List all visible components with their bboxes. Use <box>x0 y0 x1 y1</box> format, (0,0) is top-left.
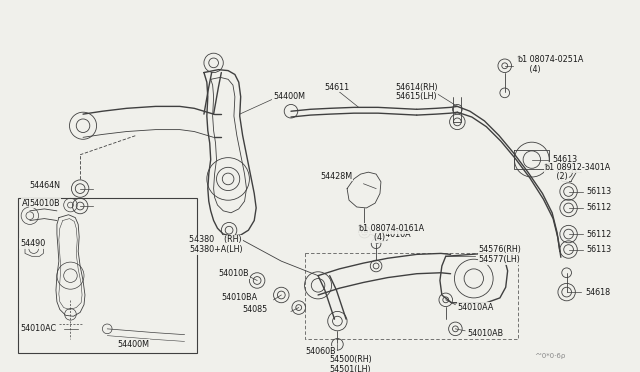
Text: 54613: 54613 <box>552 155 577 164</box>
Text: 56113: 56113 <box>586 245 611 254</box>
Text: 54060B: 54060B <box>305 347 336 356</box>
Text: 56112: 56112 <box>586 203 611 212</box>
Text: 54380    (RH): 54380 (RH) <box>189 235 242 244</box>
Text: 54614(RH): 54614(RH) <box>396 83 438 92</box>
Text: 54380+A(LH): 54380+A(LH) <box>189 245 243 254</box>
Text: 54010A: 54010A <box>380 230 411 238</box>
Text: (2): (2) <box>545 173 568 182</box>
Text: 54400M: 54400M <box>273 92 305 101</box>
Text: 54085: 54085 <box>243 305 268 314</box>
Text: 54501(LH): 54501(LH) <box>330 365 371 372</box>
Text: 54500(RH): 54500(RH) <box>330 355 372 364</box>
Text: (4): (4) <box>358 234 385 243</box>
Text: 54615(LH): 54615(LH) <box>396 92 437 101</box>
Text: 54618: 54618 <box>585 288 610 296</box>
Text: 54577(LH): 54577(LH) <box>479 255 520 264</box>
Text: 54010AC: 54010AC <box>20 324 56 333</box>
Text: 54490: 54490 <box>20 239 45 248</box>
Text: 54428M: 54428M <box>320 171 352 180</box>
Text: (4): (4) <box>517 65 541 74</box>
Text: ^'0*0·6ρ: ^'0*0·6ρ <box>534 353 566 359</box>
Text: ␢1 08074-0161A: ␢1 08074-0161A <box>358 224 425 233</box>
Text: ␢1 08074-0251A: ␢1 08074-0251A <box>517 55 584 64</box>
Text: 54010AB: 54010AB <box>467 329 503 338</box>
Text: 54010BA: 54010BA <box>221 294 257 302</box>
Text: AT: AT <box>22 199 32 208</box>
Text: 54576(RH): 54576(RH) <box>479 245 522 254</box>
Text: 54611: 54611 <box>325 83 350 92</box>
Text: 54010B: 54010B <box>218 269 249 278</box>
Text: 54464N: 54464N <box>30 181 61 190</box>
Text: 54010B: 54010B <box>30 199 60 208</box>
Text: 54400M: 54400M <box>117 340 149 349</box>
Text: 54010AA: 54010AA <box>458 303 493 312</box>
Text: 56112: 56112 <box>586 230 611 238</box>
Text: 56113: 56113 <box>586 187 611 196</box>
Text: ␢1 08912-3401A: ␢1 08912-3401A <box>545 163 611 172</box>
